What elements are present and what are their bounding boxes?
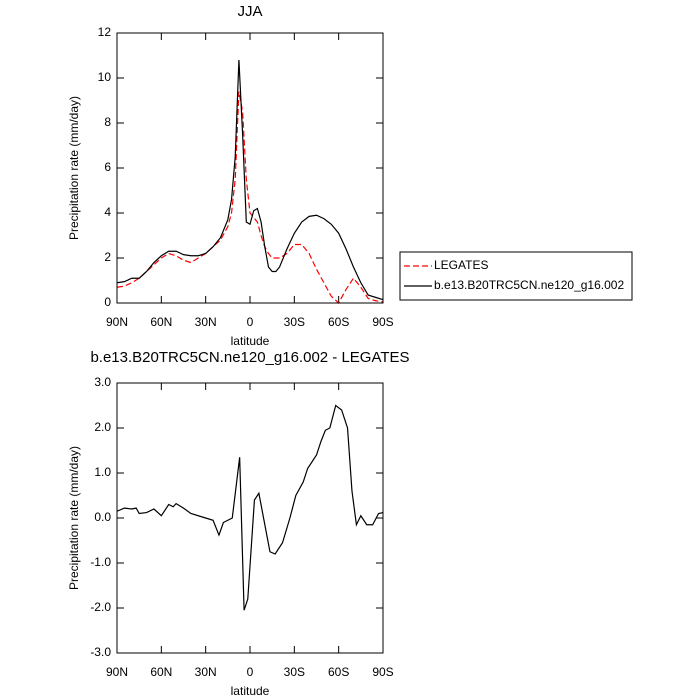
y-axis-label: Precipitation rate (mm/day) [67,446,81,590]
legend-label: LEGATES [434,258,488,272]
data-line [116,404,384,611]
y-tick-label: 0 [104,295,111,309]
plot-frame [116,382,384,654]
x-axis-label: latitude [231,334,270,348]
x-tick-label: 90S [372,315,393,329]
y-tick-label: 2.0 [94,420,111,434]
y-tick-label: -1.0 [90,555,111,569]
x-tick-label: 30S [284,315,305,329]
plot-frame [116,32,384,304]
y-tick-label: 8 [104,115,111,129]
legend-box [399,251,633,301]
y-tick-label: -2.0 [90,600,111,614]
y-tick-label: 12 [98,25,112,39]
data-line [116,91,384,304]
x-tick-label: 30S [284,665,305,679]
y-tick-label: 6 [104,160,111,174]
data-line [116,59,384,301]
x-tick-label: 0 [247,665,254,679]
y-axis-label: Precipitation rate (mm/day) [67,96,81,240]
x-tick-label: 90N [106,665,128,679]
y-tick-label: 0.0 [94,510,111,524]
x-tick-label: 30N [195,665,217,679]
x-tick-label: 0 [247,315,254,329]
y-tick-label: 3.0 [94,375,111,389]
y-tick-label: 4 [104,205,111,219]
x-tick-label: 60S [328,315,349,329]
y-tick-label: 2 [104,250,111,264]
x-tick-label: 90S [372,665,393,679]
x-tick-label: 60N [150,665,172,679]
x-axis-label: latitude [231,684,270,698]
chart-title: b.e13.B20TRC5CN.ne120_g16.002 - LEGATES [90,349,409,366]
x-tick-label: 60N [150,315,172,329]
legend-label: b.e13.B20TRC5CN.ne120_g16.002 [434,278,624,292]
chart-title: JJA [237,3,262,20]
y-tick-label: 1.0 [94,465,111,479]
x-tick-label: 30N [195,315,217,329]
y-tick-label: -3.0 [90,645,111,659]
x-tick-label: 60S [328,665,349,679]
y-tick-label: 10 [98,70,112,84]
x-tick-label: 90N [106,315,128,329]
